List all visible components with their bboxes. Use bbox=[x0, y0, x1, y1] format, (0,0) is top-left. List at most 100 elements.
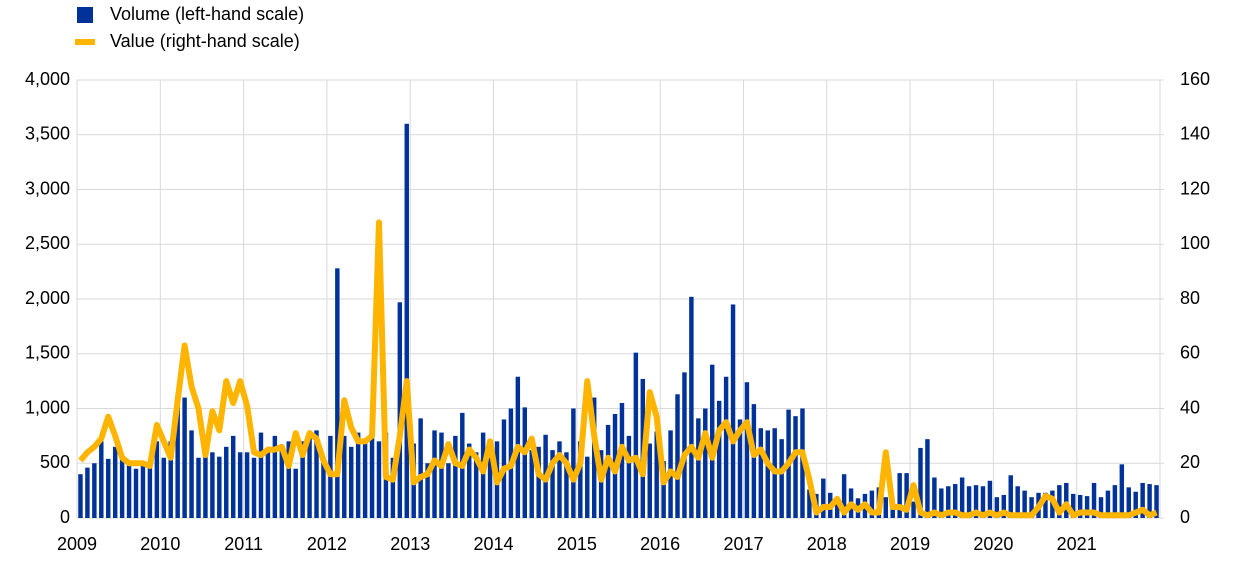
bar bbox=[605, 424, 611, 518]
bar bbox=[598, 450, 604, 518]
x-tick-label: 2011 bbox=[224, 534, 263, 554]
bar bbox=[571, 408, 576, 518]
bar bbox=[1084, 496, 1090, 518]
y2-tick-label: 120 bbox=[1180, 178, 1210, 198]
bar bbox=[591, 397, 597, 518]
bar bbox=[473, 452, 479, 518]
bar bbox=[99, 441, 104, 518]
bar bbox=[689, 296, 694, 518]
bar bbox=[1147, 484, 1152, 518]
x-tick-label: 2017 bbox=[723, 534, 763, 554]
bar bbox=[196, 457, 201, 518]
bar bbox=[1064, 482, 1069, 518]
bar bbox=[1029, 497, 1034, 518]
bar bbox=[1126, 487, 1131, 518]
bar bbox=[987, 480, 993, 518]
bar bbox=[210, 452, 215, 518]
bar bbox=[140, 465, 146, 518]
x-tick-label: 2018 bbox=[807, 534, 847, 554]
bar bbox=[758, 428, 764, 518]
bar bbox=[578, 441, 583, 518]
bar bbox=[1105, 490, 1111, 518]
bar bbox=[966, 486, 972, 518]
bar bbox=[335, 268, 340, 518]
bar bbox=[85, 467, 90, 518]
bar bbox=[453, 435, 458, 518]
bar bbox=[959, 477, 965, 518]
bar bbox=[626, 435, 632, 518]
bar bbox=[793, 416, 798, 518]
bar bbox=[522, 407, 528, 518]
bar bbox=[633, 352, 639, 518]
bar bbox=[675, 394, 680, 518]
bar bbox=[1112, 485, 1118, 518]
bar bbox=[154, 441, 160, 518]
bar bbox=[730, 304, 736, 518]
y-tick-label: 3,000 bbox=[25, 178, 70, 198]
bar bbox=[696, 418, 701, 518]
bar bbox=[182, 397, 187, 518]
x-tick-label: 2020 bbox=[973, 534, 1013, 554]
bar bbox=[147, 466, 153, 518]
y-tick-label: 2,000 bbox=[25, 288, 70, 308]
bar bbox=[529, 450, 534, 518]
bar bbox=[834, 497, 840, 518]
x-tick-label: 2014 bbox=[474, 534, 514, 554]
bar bbox=[1057, 485, 1062, 518]
bar bbox=[189, 430, 194, 518]
bar bbox=[647, 443, 652, 518]
bar bbox=[737, 419, 743, 518]
legend-label: Value (right-hand scale) bbox=[110, 31, 300, 51]
bar bbox=[723, 376, 729, 518]
bar bbox=[765, 430, 770, 518]
bar bbox=[397, 302, 403, 518]
bar bbox=[432, 430, 437, 518]
bar bbox=[946, 486, 951, 518]
bar bbox=[585, 456, 590, 518]
bar bbox=[751, 404, 757, 518]
bar bbox=[1077, 495, 1083, 518]
bar bbox=[217, 456, 222, 518]
bar bbox=[279, 446, 285, 518]
bar bbox=[439, 432, 444, 518]
bar bbox=[619, 403, 625, 518]
bar bbox=[480, 432, 486, 518]
y2-tick-label: 0 bbox=[1180, 507, 1190, 527]
bar bbox=[203, 446, 208, 518]
bar bbox=[342, 435, 347, 518]
bar bbox=[841, 474, 847, 518]
bar bbox=[557, 441, 562, 518]
bar bbox=[467, 443, 472, 518]
bar bbox=[314, 430, 319, 518]
bar bbox=[932, 477, 937, 518]
y2-tick-label: 40 bbox=[1180, 397, 1200, 417]
bar bbox=[230, 435, 236, 518]
bar bbox=[1098, 497, 1104, 518]
x-tick-label: 2010 bbox=[140, 534, 180, 554]
bar bbox=[1133, 491, 1138, 518]
bar bbox=[258, 432, 264, 518]
x-tick-label: 2012 bbox=[307, 534, 347, 554]
bar bbox=[716, 400, 722, 518]
bar bbox=[897, 473, 902, 518]
y-tick-label: 4,000 bbox=[25, 69, 70, 89]
y-tick-label: 1,500 bbox=[25, 343, 70, 363]
bar bbox=[376, 441, 382, 518]
bar bbox=[161, 457, 167, 518]
bar bbox=[980, 486, 986, 518]
x-tick-label: 2009 bbox=[57, 534, 97, 554]
bar bbox=[293, 468, 298, 518]
legend-label: Volume (left-hand scale) bbox=[110, 4, 304, 24]
bar bbox=[904, 473, 909, 518]
bar bbox=[133, 468, 139, 518]
bar bbox=[446, 463, 451, 518]
bar bbox=[1119, 464, 1125, 518]
bar bbox=[418, 418, 423, 518]
bar bbox=[362, 441, 368, 518]
bar bbox=[390, 457, 396, 518]
bar bbox=[1008, 475, 1013, 518]
bar bbox=[709, 364, 715, 518]
bar bbox=[1091, 482, 1097, 518]
bar bbox=[126, 461, 132, 518]
bar bbox=[92, 463, 97, 518]
